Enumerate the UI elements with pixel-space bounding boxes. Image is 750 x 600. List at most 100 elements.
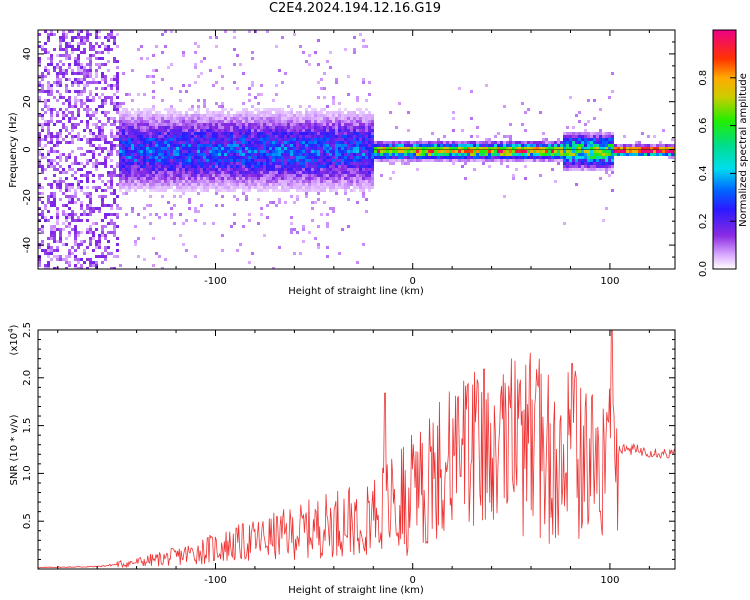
- heatmap-cell: [233, 135, 236, 138]
- heatmap-cell: [251, 120, 254, 123]
- heatmap-cell: [191, 123, 194, 126]
- heatmap-cell: [245, 129, 248, 132]
- heatmap-cell: [401, 159, 404, 162]
- heatmap-cell: [182, 177, 185, 180]
- heatmap-cell: [434, 159, 437, 162]
- heatmap-cell: [227, 111, 230, 114]
- heatmap-cell: [611, 147, 614, 150]
- heatmap-cell: [368, 180, 371, 183]
- heatmap-cell: [230, 162, 233, 165]
- heatmap-cell: [302, 138, 305, 141]
- heatmap-cell: [62, 222, 65, 225]
- heatmap-cell: [122, 156, 125, 159]
- heatmap-cell: [596, 150, 599, 153]
- heatmap-cell: [431, 159, 434, 162]
- heatmap-cell: [227, 186, 230, 189]
- heatmap-cell: [407, 129, 410, 132]
- heatmap-cell: [80, 90, 83, 93]
- heatmap-cell: [236, 54, 239, 57]
- heatmap-cell: [329, 147, 332, 150]
- heatmap-cell: [353, 174, 356, 177]
- heatmap-cell: [122, 126, 125, 129]
- heatmap-cell: [260, 147, 263, 150]
- heatmap-cell: [446, 150, 449, 153]
- heatmap-cell: [485, 84, 488, 87]
- heatmap-cell: [89, 144, 92, 147]
- heatmap-cell: [254, 114, 257, 117]
- heatmap-cell: [350, 171, 353, 174]
- heatmap-cell: [119, 177, 122, 180]
- heatmap-cell: [119, 135, 122, 138]
- heatmap-cell: [143, 117, 146, 120]
- heatmap-cell: [74, 159, 77, 162]
- heatmap-cell: [368, 135, 371, 138]
- heatmap-cell: [47, 87, 50, 90]
- heatmap-cell: [218, 123, 221, 126]
- heatmap-cell: [581, 144, 584, 147]
- heatmap-cell: [140, 123, 143, 126]
- heatmap-cell: [305, 183, 308, 186]
- heatmap-cell: [335, 177, 338, 180]
- heatmap-cell: [65, 45, 68, 48]
- heatmap-cell: [146, 108, 149, 111]
- heatmap-cell: [185, 171, 188, 174]
- heatmap-cell: [218, 189, 221, 192]
- heatmap-cell: [86, 72, 89, 75]
- heatmap-cell: [104, 258, 107, 261]
- heatmap-cell: [116, 204, 119, 207]
- heatmap-cell: [68, 168, 71, 171]
- heatmap-cell: [242, 165, 245, 168]
- heatmap-cell: [368, 171, 371, 174]
- heatmap-cell: [620, 153, 623, 156]
- heatmap-cell: [578, 120, 581, 123]
- heatmap-cell: [65, 219, 68, 222]
- heatmap-cell: [179, 132, 182, 135]
- heatmap-cell: [53, 48, 56, 51]
- heatmap-cell: [77, 114, 80, 117]
- heatmap-cell: [524, 144, 527, 147]
- heatmap-cell: [56, 210, 59, 213]
- heatmap-cell: [323, 177, 326, 180]
- heatmap-cell: [572, 156, 575, 159]
- heatmap-cell: [215, 81, 218, 84]
- heatmap-cell: [362, 171, 365, 174]
- heatmap-cell: [296, 141, 299, 144]
- heatmap-cell: [311, 108, 314, 111]
- heatmap-cell: [218, 168, 221, 171]
- heatmap-cell: [122, 120, 125, 123]
- heatmap-cell: [356, 120, 359, 123]
- heatmap-cell: [239, 63, 242, 66]
- heatmap-cell: [179, 189, 182, 192]
- heatmap-cell: [62, 243, 65, 246]
- heatmap-cell: [95, 228, 98, 231]
- heatmap-cell: [341, 138, 344, 141]
- heatmap-cell: [182, 117, 185, 120]
- heatmap-cell: [362, 177, 365, 180]
- heatmap-cell: [233, 153, 236, 156]
- heatmap-cell: [308, 177, 311, 180]
- heatmap-cell: [152, 168, 155, 171]
- heatmap-cell: [302, 141, 305, 144]
- heatmap-cell: [122, 144, 125, 147]
- heatmap-cell: [452, 159, 455, 162]
- heatmap-cell: [158, 120, 161, 123]
- heatmap-cell: [548, 147, 551, 150]
- heatmap-cell: [410, 141, 413, 144]
- heatmap-cell: [365, 45, 368, 48]
- heatmap-cell: [179, 168, 182, 171]
- heatmap-cell: [326, 144, 329, 147]
- heatmap-cell: [377, 153, 380, 156]
- heatmap-cell: [584, 123, 587, 126]
- heatmap-cell: [170, 120, 173, 123]
- heatmap-cell: [359, 129, 362, 132]
- heatmap-cell: [461, 147, 464, 150]
- heatmap-cell: [560, 141, 563, 144]
- heatmap-cell: [626, 153, 629, 156]
- heatmap-cell: [194, 255, 197, 258]
- heatmap-cell: [350, 129, 353, 132]
- heatmap-cell: [239, 153, 242, 156]
- heatmap-cell: [392, 144, 395, 147]
- heatmap-cell: [167, 141, 170, 144]
- heatmap-cell: [224, 183, 227, 186]
- heatmap-cell: [656, 147, 659, 150]
